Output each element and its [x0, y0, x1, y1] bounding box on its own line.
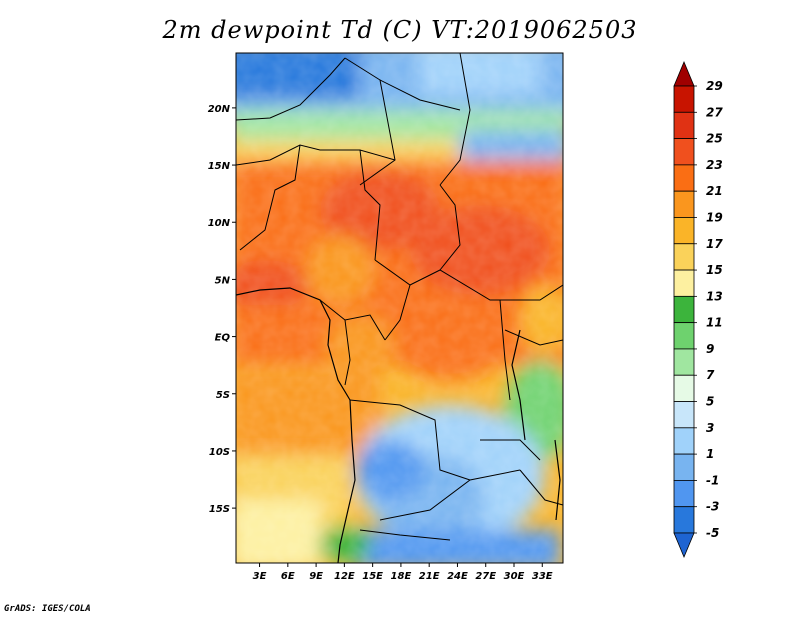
colorbar-swatch [673, 138, 695, 166]
lat-tick-label: 20N [208, 104, 231, 115]
dewpoint-field [236, 53, 563, 563]
latitude-axis: 20N 15N 10N 5N EQ 5S 10S 15S [208, 104, 236, 515]
lon-tick-label: 9E [309, 571, 323, 582]
lat-tick-label: 10S [209, 447, 230, 458]
lat-tick-label: 15S [209, 504, 230, 515]
lon-tick-label: 3E [253, 571, 267, 582]
longitude-axis: 3E 6E 9E 12E 15E 18E 21E 24E 27E 30E 33E [253, 563, 553, 582]
colorbar-swatch [673, 85, 695, 113]
colorbar-swatch [673, 269, 695, 297]
colorbar-swatch [673, 506, 695, 534]
lon-tick-label: 12E [334, 571, 355, 582]
colorbar-swatch [673, 164, 695, 192]
lon-tick-label: 33E [532, 571, 553, 582]
lon-tick-label: 6E [281, 571, 295, 582]
coastline [236, 287, 561, 563]
colorbar-label: -3 [706, 500, 719, 514]
colorbar-swatch [673, 374, 695, 402]
colorbar-swatch [673, 480, 695, 508]
colorbar-label: 25 [706, 132, 723, 146]
lon-tick-label: 21E [419, 571, 440, 582]
colorbar-label: 3 [706, 421, 714, 435]
colorbar-swatch [673, 190, 695, 218]
lat-tick-label: 15N [208, 161, 231, 172]
colorbar-label: -1 [706, 473, 719, 487]
colorbar-swatch [673, 243, 695, 271]
colorbar-swatch [673, 217, 695, 245]
lon-tick-label: 18E [391, 571, 412, 582]
colorbar-label: 15 [706, 263, 723, 277]
colorbar-bottom-arrow [673, 532, 695, 559]
colorbar-swatch [673, 111, 695, 139]
colorbar-swatch [673, 295, 695, 324]
colorbar-swatch [673, 348, 695, 376]
lon-tick-label: 24E [447, 571, 468, 582]
colorbar-label: 13 [706, 289, 723, 303]
lat-tick-label: 10N [208, 218, 231, 229]
colorbar-legend: 29 27 25 23 21 19 17 15 13 11 9 7 5 3 1 -1 -3 -5 [673, 60, 723, 559]
colorbar-label: 9 [706, 342, 714, 356]
colorbar-top-arrow [673, 60, 695, 87]
country-borders [236, 53, 563, 541]
colorbar-label: 17 [706, 237, 723, 251]
colorbar-label: -5 [706, 526, 719, 540]
colorbar-label: 1 [706, 447, 714, 461]
colorbar-label: 11 [706, 316, 723, 330]
grads-credit: GrADS: IGES/COLA [4, 604, 91, 614]
map-frame [235, 52, 564, 564]
colorbar-label: 23 [706, 158, 723, 172]
map-title: 2m dewpoint Td (C) VT:2019062503 [162, 16, 638, 44]
colorbar-swatch [673, 322, 695, 350]
colorbar-label: 19 [706, 210, 723, 224]
lon-tick-label: 27E [475, 571, 496, 582]
colorbar-swatch [673, 453, 695, 481]
colorbar-label: 29 [706, 79, 723, 93]
lat-tick-label: 5S [216, 390, 230, 401]
colorbar-swatch [673, 427, 695, 455]
colorbar-label: 5 [706, 395, 714, 409]
colorbar-label: 7 [706, 368, 715, 382]
lat-tick-label: EQ [215, 333, 231, 344]
colorbar-label: 21 [706, 184, 723, 198]
colorbar-label: 27 [706, 105, 723, 119]
colorbar-swatch [673, 401, 695, 429]
lon-tick-label: 30E [504, 571, 525, 582]
lat-tick-label: 5N [215, 275, 231, 286]
lon-tick-label: 15E [362, 571, 383, 582]
